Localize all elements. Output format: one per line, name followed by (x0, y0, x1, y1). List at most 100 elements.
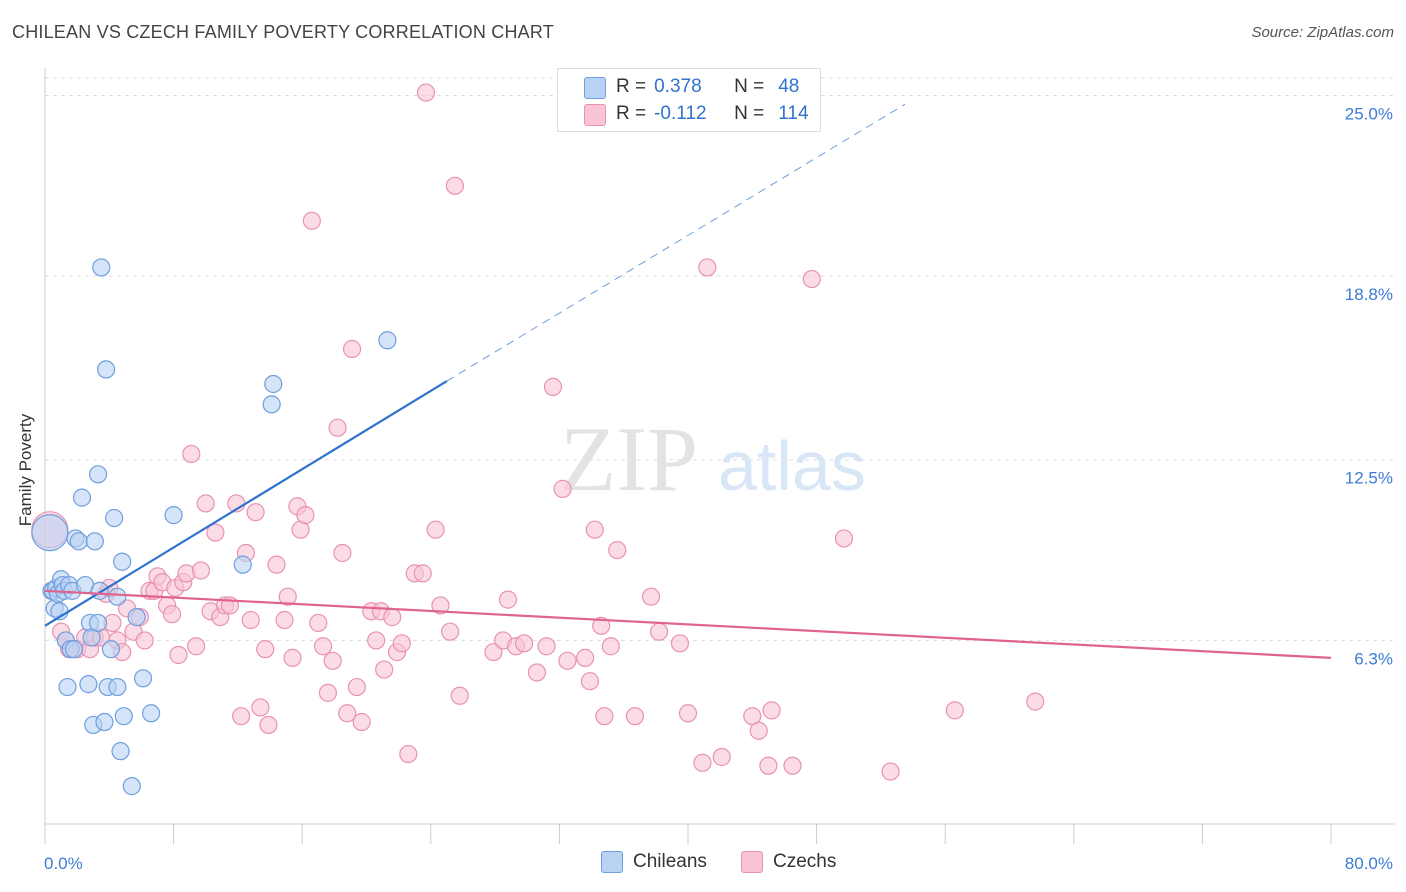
point-czech (580, 672, 600, 691)
point-czech (749, 721, 768, 740)
point-czech (649, 622, 669, 641)
tick-labels: 6.3% 12.5% 18.8% 25.0% 0.0% 80.0% (44, 104, 1393, 873)
trend-lines (44, 103, 1332, 659)
point-czech (135, 631, 154, 650)
bottom-legend-label-chileans: Chileans (633, 851, 707, 872)
point-czech (440, 622, 460, 641)
point-czech (251, 698, 270, 717)
legend-box: R = 0.378 N = 48 R = -0.112 N = 114 (557, 68, 821, 132)
point-czech (670, 634, 690, 653)
legend-n-value: 114 (778, 103, 809, 124)
point-chilean (58, 677, 77, 697)
point-czech (585, 520, 604, 539)
legend-swatch-czechs (584, 104, 606, 126)
trend-line-chileans-extension (446, 103, 906, 382)
watermark: ZIP atlas (560, 408, 866, 510)
point-chilean (141, 704, 161, 723)
point-czech (426, 520, 445, 539)
x-tick-label: 80.0% (1345, 854, 1393, 873)
data-points (31, 83, 1045, 796)
point-czech (416, 83, 436, 102)
point-czech (698, 258, 717, 277)
point-czech (241, 610, 260, 630)
legend-row-chileans: R = 0.378 N = 48 (616, 75, 799, 99)
y-tick-label: 12.5% (1345, 469, 1393, 488)
point-chilean (88, 465, 108, 484)
point-czech (328, 418, 347, 437)
point-czech (232, 707, 251, 726)
point-czech (514, 634, 534, 653)
bottom-legend-czechs: Czechs (741, 851, 836, 873)
point-czech (592, 616, 611, 635)
point-chilean (108, 587, 127, 606)
bottom-swatch-czechs (741, 851, 763, 873)
point-czech (267, 555, 286, 574)
point-czech (191, 561, 211, 580)
point-czech (296, 506, 315, 525)
point-czech (431, 596, 450, 615)
point-czech (323, 651, 342, 670)
y-axis-label: Family Poverty (16, 413, 35, 527)
point-czech (256, 640, 275, 659)
legend-n-value: 48 (778, 76, 800, 97)
point-czech (537, 637, 556, 656)
point-chilean (31, 513, 69, 552)
y-tick-label: 18.8% (1345, 285, 1393, 304)
trend-line-czechs (44, 589, 1332, 659)
point-chilean (233, 555, 252, 574)
point-czech (759, 756, 778, 775)
point-czech (259, 715, 278, 735)
point-czech (309, 613, 328, 633)
point-czech (712, 747, 731, 767)
y-tick-label: 25.0% (1345, 104, 1393, 123)
point-chilean (72, 488, 92, 507)
point-czech (445, 176, 465, 195)
source-label: Source: ZipAtlas.com (1251, 24, 1394, 41)
point-czech (558, 651, 577, 670)
point-chilean (69, 532, 88, 551)
point-czech (484, 642, 503, 662)
legend-r-value: 0.378 (654, 76, 702, 97)
x-tick-label: 0.0% (44, 854, 83, 873)
point-chilean (96, 360, 116, 379)
legend-r-label: R = (616, 76, 647, 97)
point-czech (693, 753, 712, 772)
axes (44, 68, 1395, 844)
point-czech (399, 744, 418, 764)
watermark-zip: ZIP (560, 408, 698, 510)
point-czech (333, 543, 352, 563)
point-czech (342, 339, 362, 359)
point-czech (1026, 692, 1045, 711)
point-czech (302, 211, 321, 230)
point-chilean (264, 374, 283, 394)
watermark-atlas: atlas (718, 427, 866, 505)
point-czech (375, 660, 394, 679)
trend-line-chileans (44, 380, 448, 627)
point-czech (413, 564, 432, 583)
point-czech (338, 704, 357, 723)
legend-r-label: R = (616, 103, 647, 124)
point-czech (553, 479, 572, 498)
point-chilean (111, 742, 130, 761)
point-chilean (262, 395, 281, 414)
point-chilean (85, 532, 104, 551)
point-czech (246, 503, 265, 522)
legend-row-czechs: R = -0.112 N = 114 (616, 102, 809, 126)
point-czech (196, 494, 215, 513)
point-czech (608, 540, 627, 560)
point-czech (678, 704, 698, 723)
point-czech (601, 637, 620, 656)
point-chilean (113, 552, 132, 571)
point-czech (945, 701, 964, 720)
point-czech (576, 648, 595, 667)
point-czech (881, 762, 900, 781)
point-czech (169, 645, 188, 665)
point-czech (347, 677, 366, 697)
legend-r-value: -0.112 (654, 103, 707, 124)
legend-n-label: N = (734, 103, 765, 124)
point-chilean (101, 640, 121, 659)
chart-title: CHILEAN VS CZECH FAMILY POVERTY CORRELAT… (12, 22, 554, 42)
point-czech (278, 587, 297, 606)
point-chilean (105, 508, 124, 528)
